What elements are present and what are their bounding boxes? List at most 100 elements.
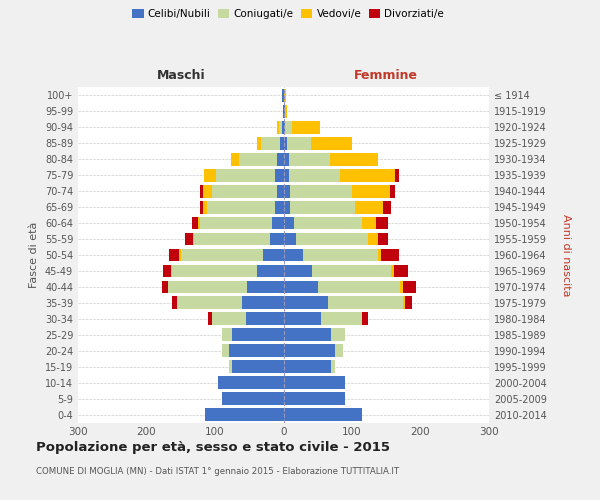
- Bar: [181, 248, 263, 262]
- Bar: [275, 169, 284, 181]
- Text: Femmine: Femmine: [354, 70, 418, 82]
- Bar: [330, 153, 378, 166]
- Bar: [376, 216, 388, 230]
- Bar: [312, 264, 391, 278]
- Bar: [277, 185, 284, 198]
- Bar: [203, 185, 212, 198]
- Bar: [302, 248, 378, 262]
- Bar: [284, 201, 290, 213]
- Bar: [212, 185, 277, 198]
- Bar: [405, 296, 412, 309]
- Bar: [284, 328, 331, 341]
- Bar: [331, 360, 335, 373]
- Bar: [395, 169, 398, 181]
- Bar: [292, 121, 320, 134]
- Bar: [394, 264, 408, 278]
- Bar: [382, 248, 398, 262]
- Bar: [362, 216, 376, 230]
- Bar: [247, 280, 284, 293]
- Bar: [179, 248, 181, 262]
- Bar: [239, 153, 277, 166]
- Bar: [280, 137, 284, 149]
- Bar: [284, 312, 321, 325]
- Bar: [222, 344, 229, 357]
- Bar: [284, 392, 345, 405]
- Bar: [284, 248, 302, 262]
- Bar: [355, 201, 383, 213]
- Bar: [263, 248, 284, 262]
- Bar: [229, 360, 232, 373]
- Bar: [161, 280, 169, 293]
- Bar: [321, 312, 362, 325]
- Bar: [285, 121, 292, 134]
- Bar: [284, 89, 286, 102]
- Bar: [284, 169, 289, 181]
- Bar: [368, 232, 378, 245]
- Bar: [284, 137, 287, 149]
- Bar: [284, 216, 294, 230]
- Bar: [335, 344, 343, 357]
- Bar: [311, 137, 352, 149]
- Bar: [222, 328, 232, 341]
- Bar: [257, 137, 261, 149]
- Bar: [284, 264, 312, 278]
- Bar: [282, 89, 284, 102]
- Bar: [289, 153, 330, 166]
- Bar: [185, 232, 193, 245]
- Bar: [231, 153, 239, 166]
- Bar: [217, 169, 275, 181]
- Bar: [246, 312, 284, 325]
- Bar: [289, 169, 340, 181]
- Bar: [272, 216, 284, 230]
- Bar: [284, 153, 289, 166]
- Bar: [294, 216, 362, 230]
- Bar: [205, 408, 284, 421]
- Bar: [279, 121, 282, 134]
- Bar: [172, 264, 257, 278]
- Bar: [340, 169, 395, 181]
- Bar: [193, 232, 194, 245]
- Bar: [163, 264, 171, 278]
- Bar: [389, 185, 395, 198]
- Bar: [285, 105, 287, 118]
- Bar: [378, 248, 382, 262]
- Bar: [362, 312, 368, 325]
- Bar: [287, 137, 311, 149]
- Bar: [178, 296, 242, 309]
- Bar: [232, 360, 284, 373]
- Text: Maschi: Maschi: [157, 70, 205, 82]
- Bar: [282, 121, 284, 134]
- Bar: [204, 169, 217, 181]
- Bar: [208, 312, 212, 325]
- Bar: [207, 201, 275, 213]
- Bar: [270, 232, 284, 245]
- Bar: [284, 105, 285, 118]
- Bar: [169, 280, 247, 293]
- Bar: [284, 296, 328, 309]
- Bar: [328, 296, 403, 309]
- Bar: [257, 264, 284, 278]
- Bar: [400, 280, 403, 293]
- Bar: [200, 185, 203, 198]
- Bar: [318, 280, 400, 293]
- Bar: [403, 280, 416, 293]
- Bar: [275, 201, 284, 213]
- Y-axis label: Fasce di età: Fasce di età: [29, 222, 39, 288]
- Bar: [169, 248, 179, 262]
- Bar: [277, 153, 284, 166]
- Bar: [284, 408, 362, 421]
- Bar: [229, 344, 284, 357]
- Bar: [331, 328, 345, 341]
- Bar: [200, 201, 203, 213]
- Bar: [290, 185, 352, 198]
- Bar: [284, 185, 290, 198]
- Bar: [290, 201, 355, 213]
- Bar: [218, 376, 284, 389]
- Bar: [200, 216, 272, 230]
- Bar: [193, 216, 198, 230]
- Bar: [212, 312, 246, 325]
- Bar: [277, 121, 279, 134]
- Bar: [284, 232, 296, 245]
- Bar: [242, 296, 284, 309]
- Bar: [284, 360, 331, 373]
